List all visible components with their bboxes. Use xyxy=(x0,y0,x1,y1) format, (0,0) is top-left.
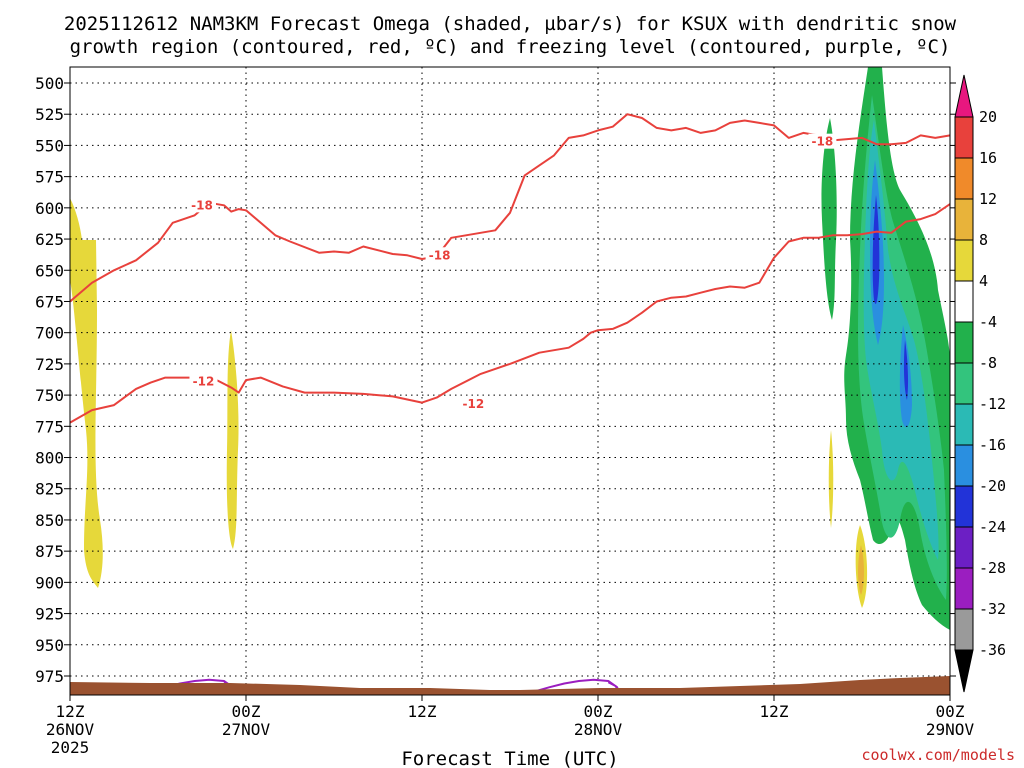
y-tick-label: 775 xyxy=(35,417,64,436)
colorbar-tick-label: -36 xyxy=(979,641,1006,659)
contour-label-bg xyxy=(425,247,454,263)
contour-label: -12 xyxy=(193,374,215,388)
contour-label: -12 xyxy=(462,397,484,411)
contour-label-bg xyxy=(808,133,837,149)
y-tick-label: 875 xyxy=(35,542,64,561)
colorbar-tick-label: 20 xyxy=(979,108,997,126)
colorbar-swatch xyxy=(954,485,974,528)
colorbar-swatch xyxy=(954,321,974,364)
omega-negative-green-column1 xyxy=(821,118,837,320)
contour-label-bg xyxy=(189,373,218,389)
plot-area: -18 -18 -18 -12 -12 xyxy=(69,66,951,696)
y-tick-label: 850 xyxy=(35,511,64,530)
credit-text: coolwx.com/models xyxy=(861,746,1015,764)
colorbar-swatch xyxy=(954,567,974,610)
y-tick-label: 800 xyxy=(35,449,64,468)
colorbar-tick-label: -32 xyxy=(979,600,1006,618)
colorbar-swatch xyxy=(954,403,974,446)
x-tick-label: 12Z xyxy=(56,702,85,721)
x-axis-title: Forecast Time (UTC) xyxy=(401,748,618,768)
x-tick-label: 12Z xyxy=(760,702,789,721)
x-tick-label: 28NOV xyxy=(574,720,623,739)
x-tick-label: 12Z xyxy=(408,702,437,721)
y-tick-label: 825 xyxy=(35,480,64,499)
x-tick-label: 2025 xyxy=(51,738,90,757)
contour-label: -18 xyxy=(812,135,834,149)
colorbar-tick-label: 16 xyxy=(979,149,997,167)
y-tick-label: 900 xyxy=(35,573,64,592)
x-tick-label: 26NOV xyxy=(46,720,95,739)
colorbar-tick-label: -20 xyxy=(979,477,1006,495)
colorbar-tick-label: -12 xyxy=(979,395,1006,413)
y-tick-label: 675 xyxy=(35,292,64,311)
colorbar-tick-label: 8 xyxy=(979,231,988,249)
omega-colorbar: 20 16 12 8 4 -4 -8 -12 -16 -20 -24 -28 -32 -36 xyxy=(954,74,1006,693)
colorbar-tick-label: -24 xyxy=(979,518,1006,536)
y-tick-label: 950 xyxy=(35,636,64,655)
contour-labels: -18 -18 -18 -12 -12 xyxy=(188,133,837,411)
y-tick-label: 575 xyxy=(35,168,64,187)
y-tick-label: 925 xyxy=(35,605,64,624)
y-tick-label: 525 xyxy=(35,105,64,124)
colorbar-swatch xyxy=(954,526,974,569)
colorbar-swatch xyxy=(954,157,974,200)
colorbar-swatch xyxy=(954,239,974,282)
y-tick-label: 650 xyxy=(35,261,64,280)
contour-label: -18 xyxy=(191,198,213,212)
omega-positive-area-east1 xyxy=(828,430,834,528)
colorbar-tick-label: 4 xyxy=(979,272,988,290)
y-tick-label: 625 xyxy=(35,230,64,249)
contour-label: -18 xyxy=(429,248,451,262)
omega-negative-cyan xyxy=(863,120,939,560)
colorbar-swatch xyxy=(954,280,974,323)
y-tick-label: 600 xyxy=(35,199,64,218)
contour-line-minus12 xyxy=(69,203,951,424)
omega-shading xyxy=(70,67,950,630)
colorbar-top-arrow xyxy=(954,74,974,118)
x-tick-label: 29NOV xyxy=(926,720,975,739)
y-tick-label: 750 xyxy=(35,386,64,405)
chart-title-line2: growth region (contoured, red, ºC) and f… xyxy=(70,36,951,58)
y-tick-label: 975 xyxy=(35,667,64,686)
colorbar-swatch xyxy=(954,116,974,159)
x-tick-label: 00Z xyxy=(232,702,261,721)
colorbar-bottom-arrow xyxy=(954,649,974,693)
y-tick-label: 725 xyxy=(35,355,64,374)
x-tick-label: 00Z xyxy=(936,702,965,721)
colorbar-tick-label: -16 xyxy=(979,436,1006,454)
gridlines xyxy=(70,67,950,695)
omega-negative-darkblue xyxy=(872,195,909,400)
plot-frame xyxy=(69,66,951,696)
contour-label-bg xyxy=(459,395,488,411)
colorbar-tick-label: 12 xyxy=(979,190,997,208)
y-tick-label: 500 xyxy=(35,74,64,93)
colorbar-tick-label: -28 xyxy=(979,559,1006,577)
chart-title-line1: 2025112612 NAM3KM Forecast Omega (shaded… xyxy=(64,13,957,35)
x-tick-label: 00Z xyxy=(584,702,613,721)
pressure-axis: 500 525 550 575 600 625 650 675 700 725 750 775 800 8… xyxy=(35,74,956,686)
contour-line-minus18 xyxy=(69,113,951,303)
y-tick-label: 700 xyxy=(35,324,64,343)
colorbar-swatch xyxy=(954,362,974,405)
colorbar-tick-label: -8 xyxy=(979,354,997,372)
omega-negative-blue xyxy=(870,160,912,428)
x-tick-label: 27NOV xyxy=(222,720,271,739)
omega-positive-area-center xyxy=(226,330,239,549)
colorbar-tick-label: -4 xyxy=(979,313,997,331)
colorbar-swatch xyxy=(954,608,974,651)
colorbar-swatch xyxy=(954,444,974,487)
contour-label-bg xyxy=(188,197,216,213)
colorbar-swatch xyxy=(954,198,974,241)
terrain-ground xyxy=(70,676,950,695)
y-tick-label: 550 xyxy=(35,136,64,155)
